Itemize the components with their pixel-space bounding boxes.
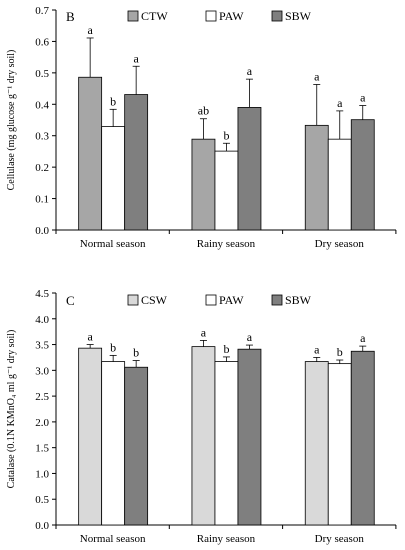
chart-2-significance-label: a (201, 325, 207, 339)
chart-1-bar (191, 138, 216, 231)
chart-2-category-label: Rainy season (197, 533, 256, 545)
chart-1-significance-label: ab (198, 104, 209, 118)
chart-1-y-tick-label: 0.1 (35, 194, 49, 206)
chart-2-bar (78, 347, 103, 526)
chart-2-y-tick-label: 3.5 (35, 340, 49, 352)
chart-1-legend-swatch (127, 10, 139, 22)
chart-2-legend-swatch (205, 294, 217, 306)
chart-2-y-tick-label: 1.0 (35, 468, 49, 480)
chart-1-bar (304, 124, 329, 231)
chart-1-bar (327, 138, 352, 231)
chart-1-y-tick-label: 0.5 (35, 68, 49, 80)
chart-1-significance-label: a (360, 91, 366, 105)
chart-2-y-tick-label: 0.0 (35, 520, 49, 532)
chart-1-significance-label: b (223, 128, 229, 142)
chart-1-bar (124, 94, 149, 231)
chart-1-panel-label: B (66, 9, 75, 24)
chart-1-bar (237, 107, 262, 231)
chart-2-bar (304, 361, 329, 526)
chart-2-bar (237, 348, 262, 526)
chart-2-legend-label: CSW (141, 293, 168, 307)
chart-1-significance-label: a (133, 51, 139, 65)
chart-1-significance-label: a (87, 23, 93, 37)
chart-2-significance-label: b (110, 340, 116, 354)
chart-1-y-tick-label: 0.7 (35, 5, 49, 17)
chart-2-significance-label: b (337, 345, 343, 359)
chart-2-bar (350, 350, 375, 526)
chart-1-y-axis-label: Cellulase (mg glucose g⁻¹ dry soil) (6, 50, 17, 191)
chart-1-y-tick-label: 0.2 (35, 162, 49, 174)
chart-2-panel-label: C (66, 293, 75, 308)
chart-1-significance-label: b (110, 94, 116, 108)
chart-2-legend-swatch (271, 294, 283, 306)
chart-2-bar (327, 363, 352, 526)
chart-1-significance-label: a (337, 96, 343, 110)
chart-2-legend-label: PAW (219, 293, 244, 307)
chart-2-bar (191, 346, 216, 526)
chart-2-legend-swatch (127, 294, 139, 306)
chart-1-category-label: Normal season (80, 238, 146, 250)
chart-1-y-tick-label: 0.3 (35, 131, 49, 143)
chart-1-bar (78, 76, 103, 231)
chart-1-legend-label: SBW (285, 9, 312, 23)
chart-2-legend-label: SBW (285, 293, 312, 307)
chart-2-y-tick-label: 1.5 (35, 443, 49, 455)
chart-2-y-tick-label: 2.0 (35, 417, 49, 429)
chart-2-bar (101, 361, 126, 526)
chart-1-legend-label: PAW (219, 9, 244, 23)
chart-2-y-tick-label: 3.0 (35, 365, 49, 377)
chart-1-y-tick-label: 0.0 (35, 225, 49, 237)
chart-2-y-tick-label: 4.5 (35, 288, 49, 300)
chart-1-significance-label: a (247, 64, 253, 78)
chart-2-significance-label: a (360, 331, 366, 345)
chart-1-category-label: Rainy season (197, 238, 256, 250)
chart-2-category-label: Dry season (315, 533, 365, 545)
chart-1-legend-swatch (271, 10, 283, 22)
chart-1-y-tick-label: 0.6 (35, 36, 49, 48)
chart-1-bar (214, 150, 239, 231)
chart-2-category-label: Normal season (80, 533, 146, 545)
chart-1-legend-label: CTW (141, 9, 168, 23)
chart-1-category-label: Dry season (315, 238, 365, 250)
chart-2-y-axis-label: Catalase (0.1N KMnO₄ ml g⁻¹ dry soil) (6, 330, 17, 489)
chart-2-bar (124, 366, 149, 526)
chart-2-y-tick-label: 4.0 (35, 314, 49, 326)
chart-2-significance-label: b (223, 342, 229, 356)
chart-2-significance-label: a (247, 330, 253, 344)
chart-1-bar (350, 119, 375, 231)
chart-1-legend-swatch (205, 10, 217, 22)
chart-2-significance-label: b (133, 346, 139, 360)
chart-2-y-tick-label: 0.5 (35, 494, 49, 506)
chart-2-significance-label: a (87, 330, 93, 344)
chart-2-bar (214, 361, 239, 526)
chart-2-y-tick-label: 2.5 (35, 391, 49, 403)
chart-2-significance-label: a (314, 342, 320, 356)
chart-1-y-tick-label: 0.4 (35, 99, 49, 111)
chart-1-bar (101, 126, 126, 231)
chart-1-significance-label: a (314, 69, 320, 83)
